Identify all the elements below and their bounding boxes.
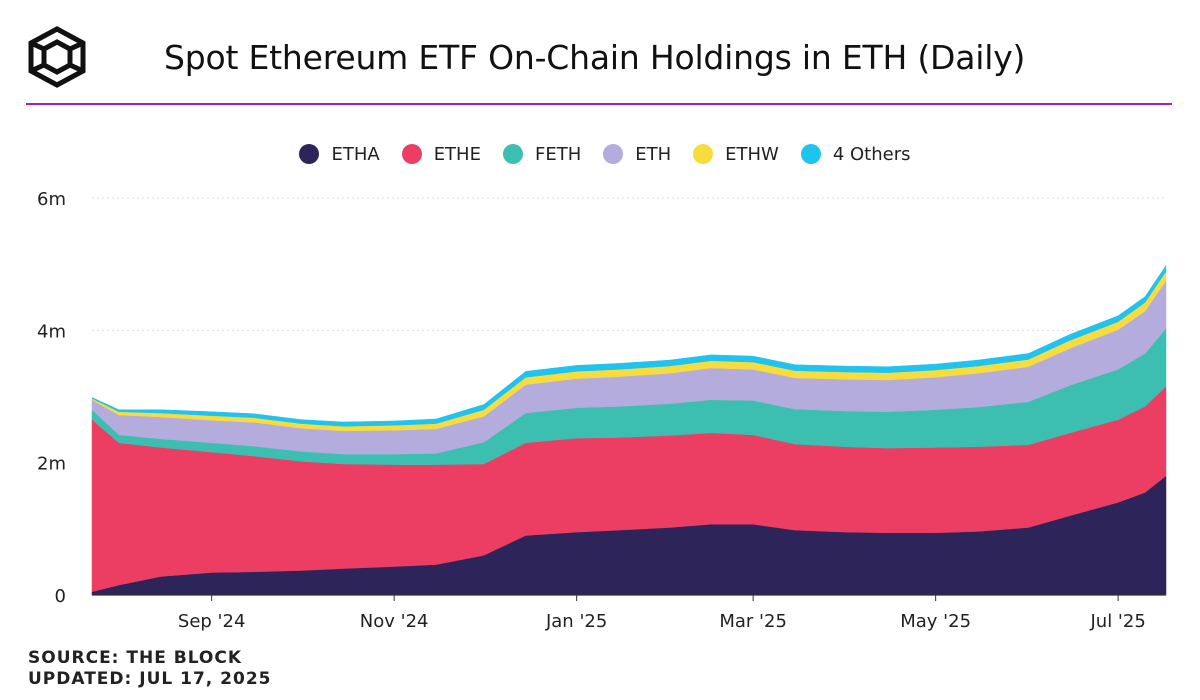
legend-item-ethw[interactable]: ETHW	[693, 144, 779, 165]
chart-footer: SOURCE: THE BLOCK UPDATED: JUL 17, 2025	[28, 648, 271, 690]
x-tick-label: Jul '25	[1089, 611, 1145, 632]
stacked-area-chart: 0 2m 4m 6m Sep '24 Nov '24 Jan '25 Mar '25 May '…	[37, 189, 1167, 632]
y-tick-label: 2m	[37, 454, 66, 475]
chart-legend: ETHA ETHE FETH ETH ETHW 4 Others	[0, 140, 1200, 168]
legend-swatch-etha	[299, 144, 320, 164]
x-tick-label: Jan '25	[545, 611, 607, 632]
legend-label-etha: ETHA	[331, 143, 380, 165]
legend-label-ethw: ETHW	[725, 143, 779, 165]
source-credit: SOURCE: THE BLOCK	[28, 648, 243, 668]
legend-swatch-ethe	[401, 144, 422, 164]
x-tick-label: Nov '24	[360, 611, 429, 632]
title-divider	[26, 103, 1172, 105]
x-tick-label: May '25	[900, 611, 971, 632]
y-tick-label: 6m	[37, 189, 66, 210]
chart-title: Spot Ethereum ETF On-Chain Holdings in E…	[164, 38, 1026, 77]
legend-label-others: 4 Others	[832, 143, 911, 165]
legend-swatch-others	[800, 144, 821, 164]
legend-swatch-ethw	[693, 144, 714, 164]
area-series-4-others	[91, 264, 1167, 427]
legend-label-ethe: ETHE	[433, 143, 481, 165]
y-tick-label: 4m	[37, 321, 66, 342]
updated-date: UPDATED: JUL 17, 2025	[28, 669, 272, 689]
the-block-cube-logo-icon	[28, 26, 86, 88]
y-tick-label: 0	[55, 586, 66, 607]
x-tick-label: Mar '25	[719, 611, 787, 632]
legend-item-feth[interactable]: FETH	[502, 143, 582, 165]
legend-item-others[interactable]: 4 Others	[800, 143, 911, 165]
x-tick-label: Sep '24	[178, 611, 246, 632]
legend-item-etha[interactable]: ETHA	[299, 143, 380, 165]
legend-label-feth: FETH	[534, 143, 582, 165]
legend-item-eth[interactable]: ETH	[603, 144, 671, 165]
chart-header: Spot Ethereum ETF On-Chain Holdings in E…	[0, 0, 1200, 106]
legend-item-ethe[interactable]: ETHE	[401, 143, 481, 165]
legend-swatch-eth	[603, 144, 624, 164]
legend-swatch-feth	[502, 144, 523, 164]
legend-label-eth: ETH	[635, 143, 672, 165]
